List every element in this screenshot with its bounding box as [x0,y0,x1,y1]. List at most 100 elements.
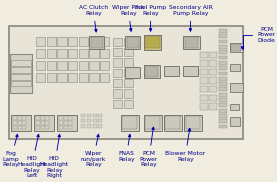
Text: Secondary AIR
Pump Relay: Secondary AIR Pump Relay [168,5,212,31]
Bar [219,114,227,118]
Bar [9,25,243,139]
Bar [79,49,88,58]
Bar [124,38,133,46]
Bar [219,34,227,38]
Bar [11,67,31,73]
Text: Fuel Pump
Relay: Fuel Pump Relay [135,5,166,31]
Bar [22,121,26,124]
Bar [100,73,109,82]
Bar [57,49,67,58]
Bar [124,100,133,108]
Text: Wiper Park
Relay: Wiper Park Relay [112,5,145,31]
Bar [57,61,67,70]
Bar [113,79,122,87]
Bar [45,126,49,129]
Bar [98,119,102,122]
Bar [89,36,104,49]
Bar [124,69,133,77]
Bar [184,115,202,131]
Bar [219,61,227,65]
Bar [143,35,161,50]
Bar [186,116,200,129]
Bar [57,115,77,131]
Bar [219,119,227,123]
Bar [219,66,227,70]
Bar [219,29,227,33]
Text: AC Clutch
Relay: AC Clutch Relay [79,5,108,32]
Bar [87,119,91,122]
Text: Fog
Lamp
Relay: Fog Lamp Relay [2,134,19,167]
Bar [230,43,243,52]
Bar [45,121,49,124]
Bar [100,49,109,58]
Bar [200,103,208,110]
Bar [18,126,22,129]
Bar [59,116,63,120]
Bar [36,121,40,124]
Bar [209,103,217,110]
Bar [219,109,227,112]
Bar [18,121,22,124]
Bar [219,88,227,91]
Bar [164,66,179,76]
Bar [93,119,97,122]
Bar [47,73,56,82]
Bar [230,104,238,110]
Bar [209,52,217,58]
Bar [81,119,85,122]
Bar [125,67,140,78]
Bar [68,121,72,124]
Bar [89,49,99,58]
Bar [183,66,198,76]
Bar [59,126,63,129]
Bar [124,89,133,98]
Bar [145,36,160,48]
Bar [41,121,45,124]
Bar [230,83,243,92]
Bar [100,61,109,70]
Bar [113,48,122,56]
Bar [64,126,68,129]
Text: PCM
Power
Diode: PCM Power Diode [241,27,276,49]
Bar [57,37,67,46]
Bar [68,73,77,82]
Bar [209,86,217,92]
Bar [93,124,97,128]
Text: HID
Headlight
Relay
Left: HID Headlight Relay Left [17,134,46,178]
Bar [93,114,97,117]
Bar [209,69,217,75]
Bar [47,49,56,58]
Bar [91,37,103,48]
Bar [164,115,182,131]
Bar [81,124,85,128]
Bar [230,117,240,126]
Bar [185,37,198,48]
Bar [89,61,99,70]
Bar [219,93,227,97]
Bar [124,79,133,87]
Bar [113,89,122,98]
Bar [219,125,227,128]
Text: HID
Headlight
Relay
Right: HID Headlight Relay Right [40,134,69,178]
Bar [219,72,227,75]
Bar [13,121,17,124]
Bar [219,56,227,59]
Bar [209,60,217,67]
Bar [22,126,26,129]
Bar [124,48,133,56]
Bar [124,58,133,67]
Bar [36,126,40,129]
Bar [89,73,99,82]
Bar [145,116,160,129]
Bar [113,69,122,77]
Bar [219,40,227,43]
Bar [113,58,122,67]
Bar [200,60,208,67]
Bar [79,73,88,82]
Bar [200,52,208,58]
Text: Wiper
run/park
Relay: Wiper run/park Relay [81,134,106,167]
Bar [36,61,45,70]
Bar [47,37,56,46]
Bar [127,37,139,48]
Bar [219,50,227,54]
